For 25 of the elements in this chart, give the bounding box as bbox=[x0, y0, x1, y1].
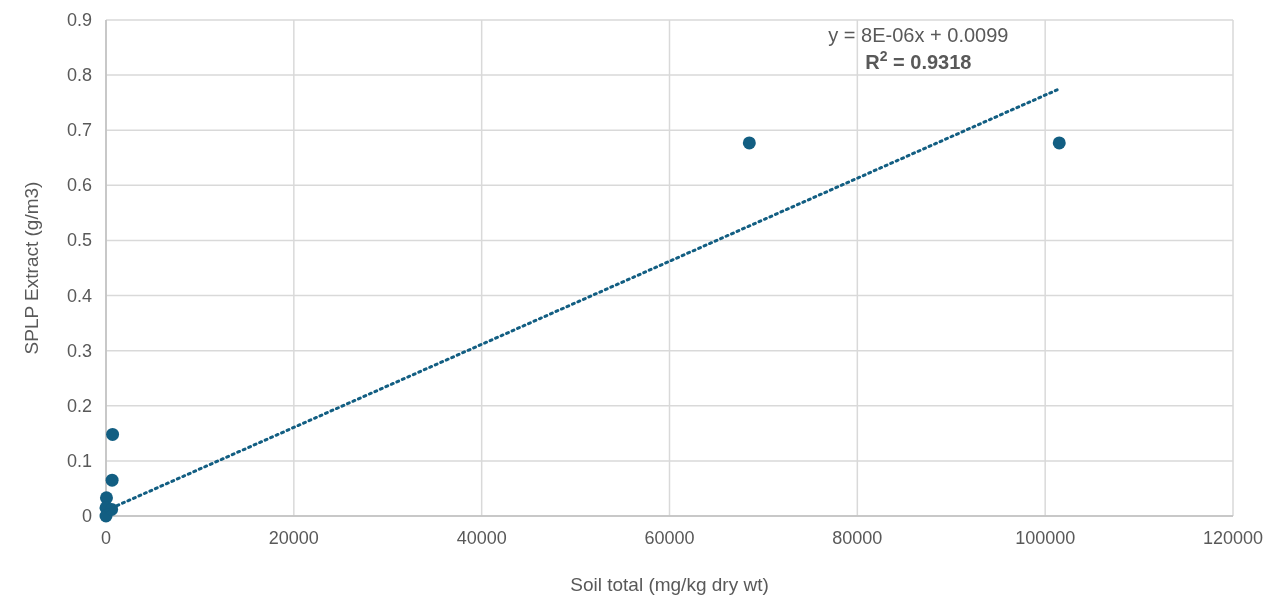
point bbox=[742, 136, 756, 150]
x-tick-label: 20000 bbox=[268, 528, 319, 548]
y-tick-label: 0.2 bbox=[66, 395, 92, 416]
x-tick-label: 0 bbox=[100, 528, 112, 548]
x-axis-title: Soil total (mg/kg dry wt) bbox=[570, 574, 769, 595]
x-tick-label: 100000 bbox=[1015, 528, 1076, 548]
y-tick-label: 0.8 bbox=[66, 65, 92, 86]
point bbox=[1052, 136, 1066, 150]
y-tick-label: 0.1 bbox=[66, 450, 92, 471]
point bbox=[106, 427, 120, 441]
y-tick-label: 0.4 bbox=[66, 285, 92, 306]
y-tick-label: 0.3 bbox=[66, 340, 92, 361]
y-tick-label: 0.6 bbox=[66, 175, 92, 196]
x-tick-label: 40000 bbox=[456, 528, 507, 548]
annotation: y = 8E-06x + 0.0099 bbox=[828, 24, 1009, 46]
y-axis-title: SPLP Extract (g/m3) bbox=[21, 181, 42, 355]
point bbox=[105, 473, 119, 487]
x-tick-label: 60000 bbox=[644, 528, 695, 548]
y-tick-label: 0 bbox=[81, 506, 92, 526]
x-tick-label: 80000 bbox=[832, 528, 883, 548]
y-tick-label: 0.7 bbox=[66, 120, 92, 141]
annotation: R$^{2}$ = 0.9318 bbox=[865, 48, 972, 73]
y-tick-label: 0.5 bbox=[66, 230, 92, 251]
x-tick-label: 120000 bbox=[1202, 528, 1264, 548]
y-tick-label: 0.9 bbox=[66, 10, 92, 30]
